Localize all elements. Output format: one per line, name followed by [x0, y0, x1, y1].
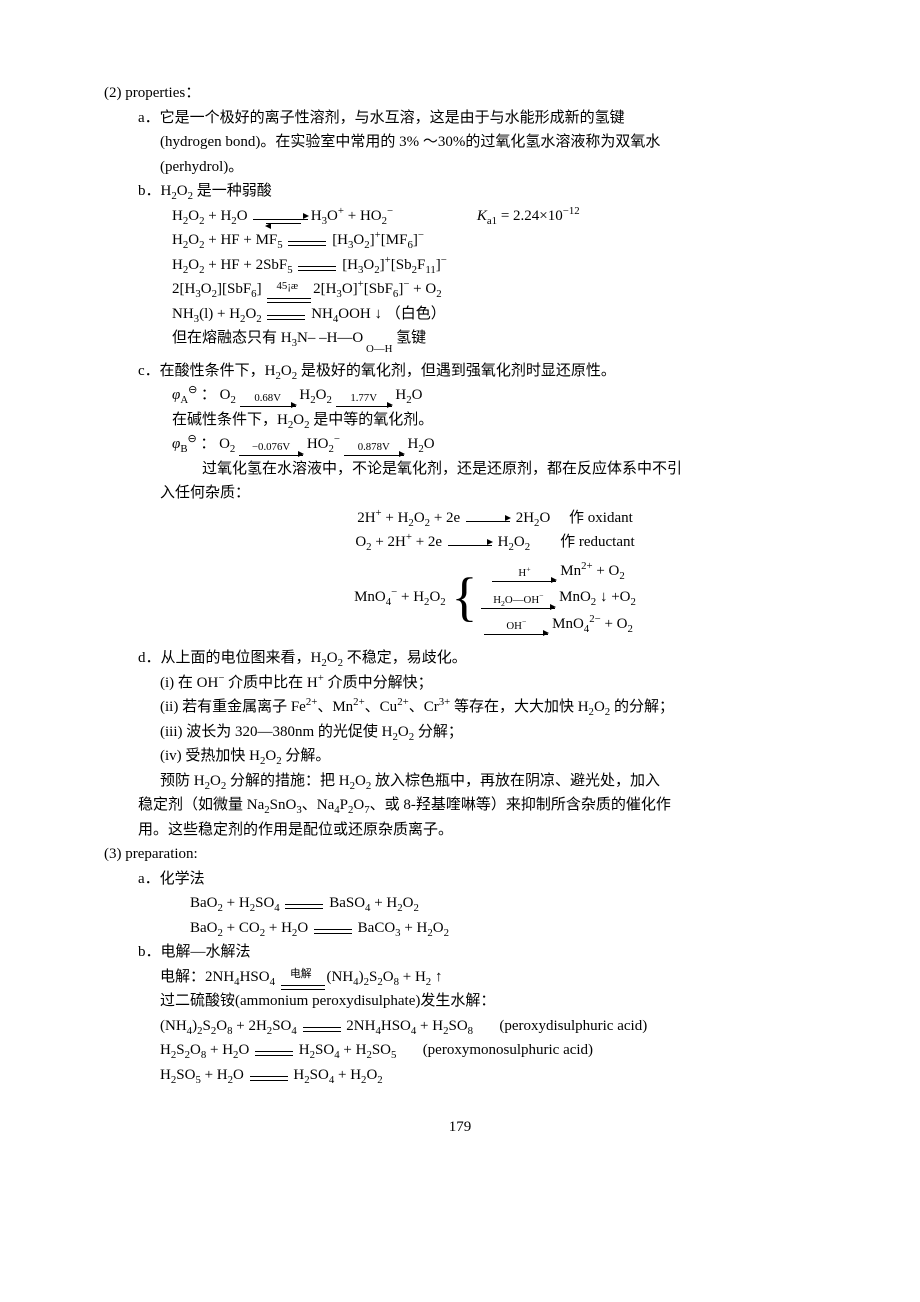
item-c-line1: c．在酸性条件下，H2O2 是极好的氧化剂，但遇到强氧化剂时显还原性。 — [138, 360, 830, 383]
item-a-line3: (perhydrol)。 — [160, 156, 830, 179]
item-c-line2: 在碱性条件下，H2O2 是中等的氧化剂。 — [172, 409, 830, 432]
eq-b5: NH3(l) + H2O2 NH4OOH ↓ （白色） — [172, 303, 830, 326]
double-line-icon — [303, 1021, 341, 1029]
item-d-p2: 稳定剂（如微量 Na2SnO3、Na4P2O7、或 8-羟基喹啉等）来抑制所含杂… — [138, 794, 830, 817]
double-line-icon — [267, 309, 305, 317]
eq-cB: O2 + 2H+ + 2e H2O2 作 reductant — [160, 531, 830, 554]
eq-3b4: H2SO5 + H2O H2SO4 + H2O2 — [160, 1064, 830, 1087]
eq-b6: 但在熔融态只有 H3N– –H—O O—H 氢键 — [172, 327, 830, 350]
item-3b-line2: 过二硫酸铵(ammonium peroxydisulphate)发生水解： — [160, 990, 830, 1013]
item-d-i: (i) 在 OH− 介质中比在 H+ 介质中分解快； — [160, 672, 830, 695]
item-b-title: b．H2O2 是一种弱酸 — [138, 180, 830, 203]
section-3-heading: (3) preparation: — [104, 843, 830, 866]
item-a-line2: (hydrogen bond)。在实验室中常用的 3% ～30%的过氧化氢水溶液… — [160, 131, 830, 154]
section-2-heading: (2) properties： — [104, 82, 830, 105]
double-line-icon — [255, 1046, 293, 1054]
left-brace-icon: { — [451, 573, 477, 622]
item-d-iv: (iv) 受热加快 H2O2 分解。 — [160, 745, 830, 768]
arrow-icon — [448, 537, 492, 546]
item-a-line1: a．它是一个极好的离子性溶剂，与水互溶，这是由于与水能形成新的氢键 — [138, 107, 830, 130]
double-line-icon — [314, 923, 352, 931]
eq-brace: MnO4− + H2O2 { H+ Mn2+ + O2 H2O––OH− MnO… — [160, 560, 830, 636]
eq-3a2: BaO2 + CO2 + H2O BaCO3 + H2O2 — [190, 917, 830, 940]
item-3a-title: a．化学法 — [138, 868, 830, 891]
eq-3b3: H2S2O8 + H2O H2SO4 + H2SO5 (peroxymonosu… — [160, 1039, 830, 1062]
item-c-para2: 入任何杂质： — [160, 482, 830, 505]
double-line-icon — [288, 236, 326, 244]
double-line-icon — [285, 899, 323, 907]
item-d-ii: (ii) 若有重金属离子 Fe2+、Mn2+、Cu2+、Cr3+ 等存在，大大加… — [160, 696, 830, 719]
double-line-icon — [250, 1070, 288, 1078]
item-d-p1: 预防 H2O2 分解的措施：把 H2O2 放入棕色瓶中，再放在阴凉、避光处，加入 — [160, 770, 830, 793]
eq-b3: H2O2 + HF + 2SbF5 [H3O2]+[Sb2F11]− — [172, 254, 830, 277]
eq-3a1: BaO2 + H2SO4 BaSO4 + H2O2 — [190, 892, 830, 915]
item-c-para1: 过氧化氢在水溶液中，不论是氧化剂，还是还原剂，都在反应体系中不引 — [172, 458, 830, 481]
eq-b4: 2[H3O2][SbF6] 45¡æ 2[H3O]+[SbF6]− + O2 — [172, 278, 830, 301]
double-line-icon — [298, 260, 336, 268]
item-d-p3: 用。这些稳定剂的作用是配位或还原杂质离子。 — [138, 819, 830, 842]
eq-phiA: φA⊖ ： O2 0.68V H2O2 1.77V H2O — [172, 384, 830, 407]
item-d-line1: d．从上面的电位图来看，H2O2 不稳定，易歧化。 — [138, 647, 830, 670]
eq-b2: H2O2 + HF + MF5 [H3O2]+[MF6]− — [172, 229, 830, 252]
item-3b-title: b．电解—水解法 — [138, 941, 830, 964]
eq-cA: 2H+ + H2O2 + 2e 2H2O 作 oxidant — [160, 507, 830, 530]
eq-b1: H2O2 + H2O H3O+ + HO2− Ka1 = 2.24×10−12 — [172, 205, 830, 228]
arrow-icon — [466, 512, 510, 521]
item-d-iii: (iii) 波长为 320—380nm 的光促使 H2O2 分解； — [160, 721, 830, 744]
eq-phiB: φB⊖ ： O2 −0.076V HO2− 0.878V H2O — [172, 433, 830, 456]
page-number: 179 — [90, 1116, 830, 1139]
eq-3b1: 电解：2NH4HSO4 电解 (NH4)2S2O8 + H2 ↑ — [160, 966, 830, 989]
eq-3b2: (NH4)2S2O8 + 2H2SO4 2NH4HSO4 + H2SO8 (pe… — [160, 1015, 830, 1038]
